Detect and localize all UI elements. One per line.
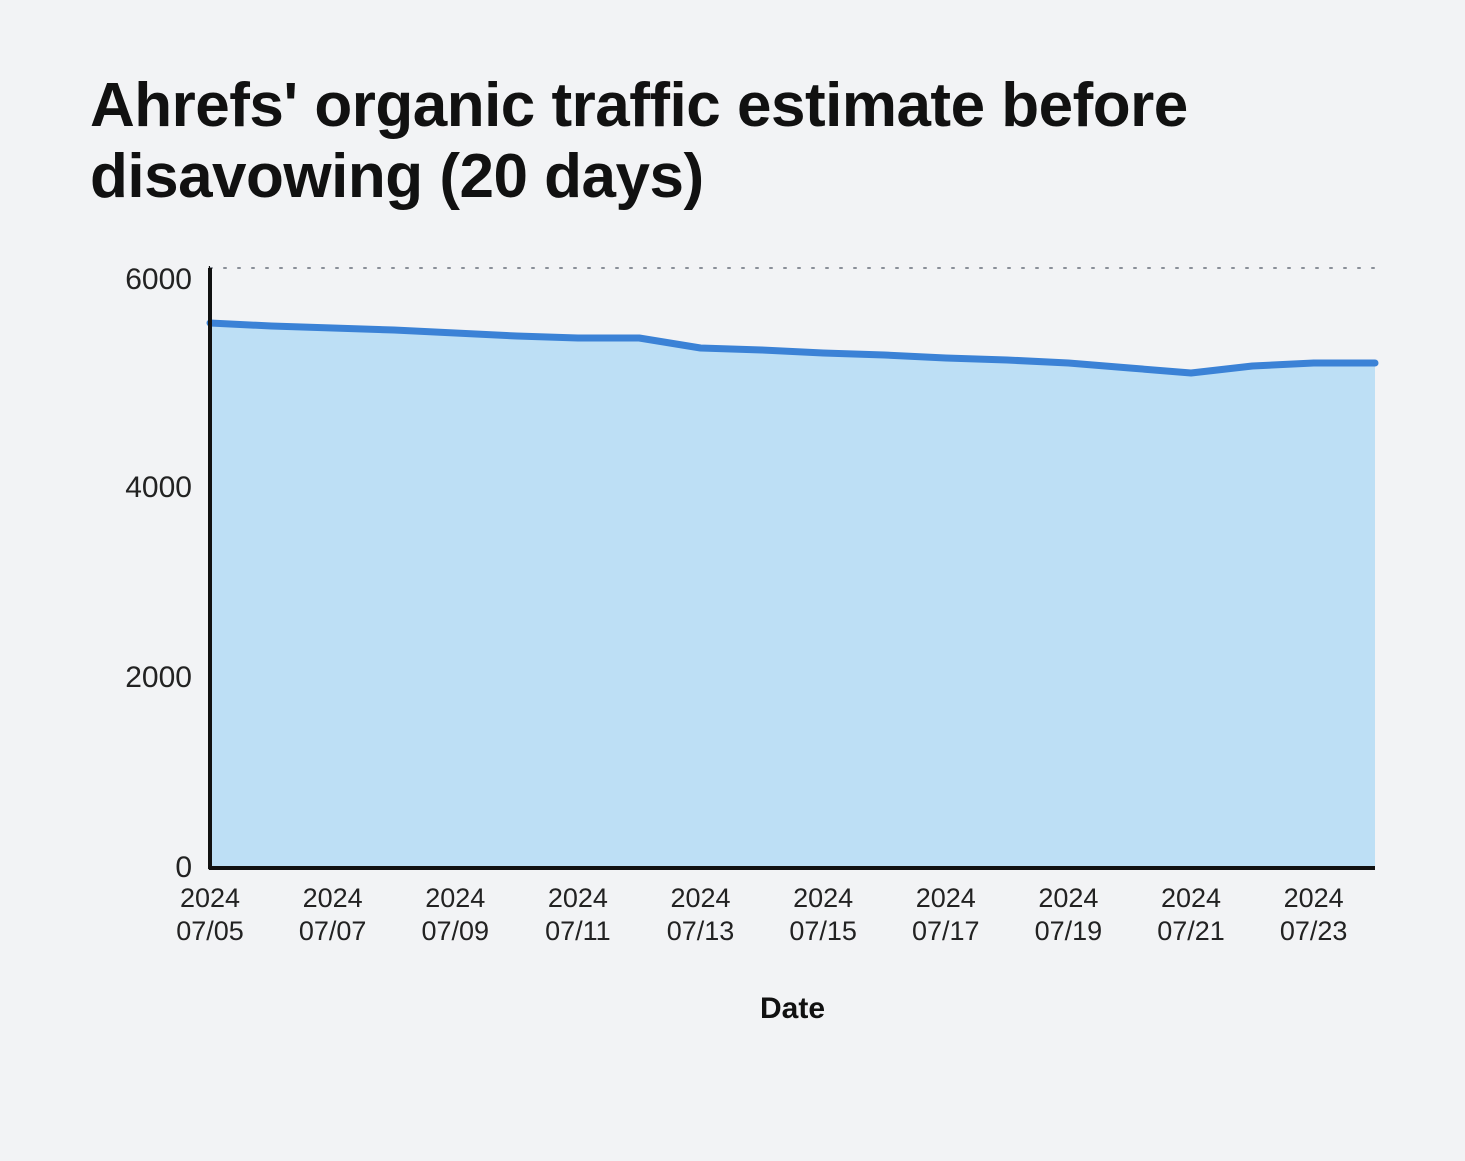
y-tick: 2000 <box>125 663 192 693</box>
chart-area: Estimated organic traffic 6000400020000 … <box>90 268 1375 1026</box>
x-axis-label: Date <box>210 992 1375 1026</box>
chart-title: Ahrefs' organic traffic estimate before … <box>90 70 1375 213</box>
y-tick: 4000 <box>125 473 192 503</box>
x-tick: 202407/07 <box>299 882 367 950</box>
x-tick: 202407/23 <box>1280 882 1348 950</box>
x-axis-ticks: 202407/05202407/07202407/09202407/112024… <box>210 882 1375 952</box>
chart-container: Ahrefs' organic traffic estimate before … <box>0 0 1465 1161</box>
x-tick: 202407/17 <box>912 882 980 950</box>
x-tick: 202407/15 <box>789 882 857 950</box>
y-tick: 0 <box>175 853 192 883</box>
y-axis-ticks: 6000400020000 <box>90 268 210 868</box>
plot <box>210 268 1375 868</box>
x-tick: 202407/09 <box>421 882 489 950</box>
plot-svg <box>210 268 1375 868</box>
plot-row: 6000400020000 <box>90 268 1375 868</box>
y-tick: 6000 <box>125 265 192 295</box>
x-tick: 202407/11 <box>545 882 611 950</box>
x-tick: 202407/13 <box>667 882 735 950</box>
x-tick: 202407/05 <box>176 882 244 950</box>
x-tick: 202407/21 <box>1157 882 1225 950</box>
x-tick: 202407/19 <box>1035 882 1103 950</box>
